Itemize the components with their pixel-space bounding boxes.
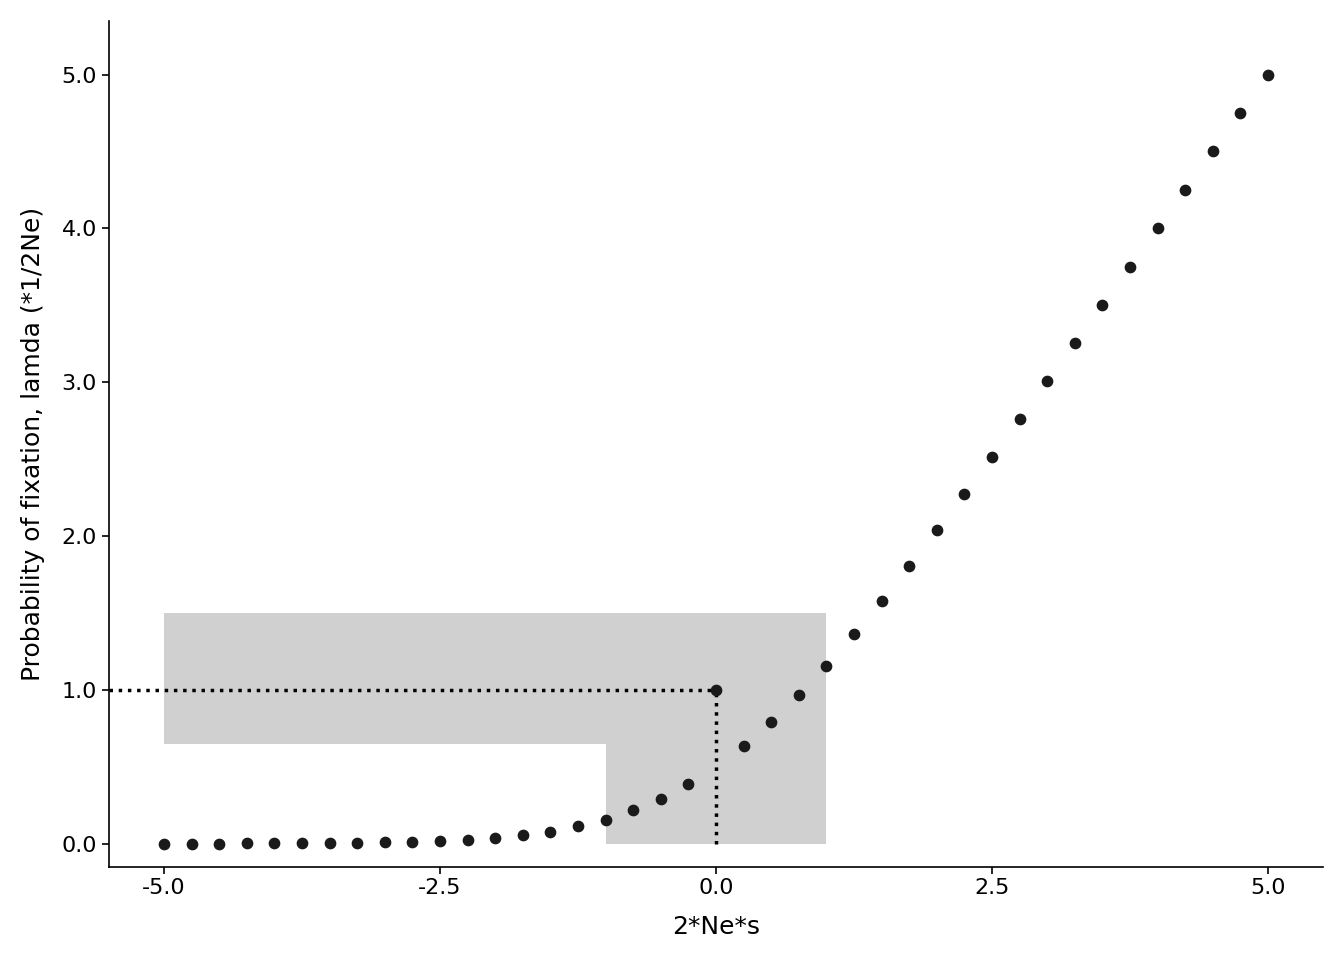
Point xyxy=(981,449,1003,465)
X-axis label: 2*Ne*s: 2*Ne*s xyxy=(672,915,759,939)
Point xyxy=(402,834,423,850)
Point xyxy=(954,486,976,501)
Point xyxy=(871,593,892,609)
Point xyxy=(622,803,644,818)
Point xyxy=(263,836,285,852)
Point xyxy=(595,812,617,828)
Point xyxy=(1036,373,1058,389)
Point xyxy=(926,522,948,538)
Point xyxy=(1064,335,1086,350)
Point xyxy=(181,836,203,852)
Point xyxy=(706,683,727,698)
Point xyxy=(1009,411,1031,426)
Bar xyxy=(606,744,827,844)
Point xyxy=(1146,221,1168,236)
Point xyxy=(540,824,562,839)
Point xyxy=(237,836,258,852)
Point xyxy=(1202,144,1223,159)
Point xyxy=(512,828,534,843)
Point xyxy=(1120,259,1141,275)
Point xyxy=(761,714,782,730)
Point xyxy=(1230,106,1251,121)
Y-axis label: Probability of fixation, lamda (*1/2Ne): Probability of fixation, lamda (*1/2Ne) xyxy=(22,206,44,681)
Point xyxy=(374,835,395,851)
Point xyxy=(650,791,672,806)
Point xyxy=(208,836,230,852)
Point xyxy=(484,830,505,846)
Point xyxy=(567,819,589,834)
Point xyxy=(732,738,754,754)
Point xyxy=(457,832,478,848)
Point xyxy=(816,659,837,674)
Point xyxy=(898,559,919,574)
Point xyxy=(1257,67,1278,83)
Point xyxy=(319,835,340,851)
Point xyxy=(843,627,864,642)
Point xyxy=(1091,298,1113,313)
Point xyxy=(292,835,313,851)
Point xyxy=(677,777,699,792)
Bar xyxy=(164,612,827,744)
Point xyxy=(347,835,368,851)
Point xyxy=(788,687,809,703)
Point xyxy=(1175,182,1196,198)
Point xyxy=(429,833,450,849)
Point xyxy=(153,836,175,852)
